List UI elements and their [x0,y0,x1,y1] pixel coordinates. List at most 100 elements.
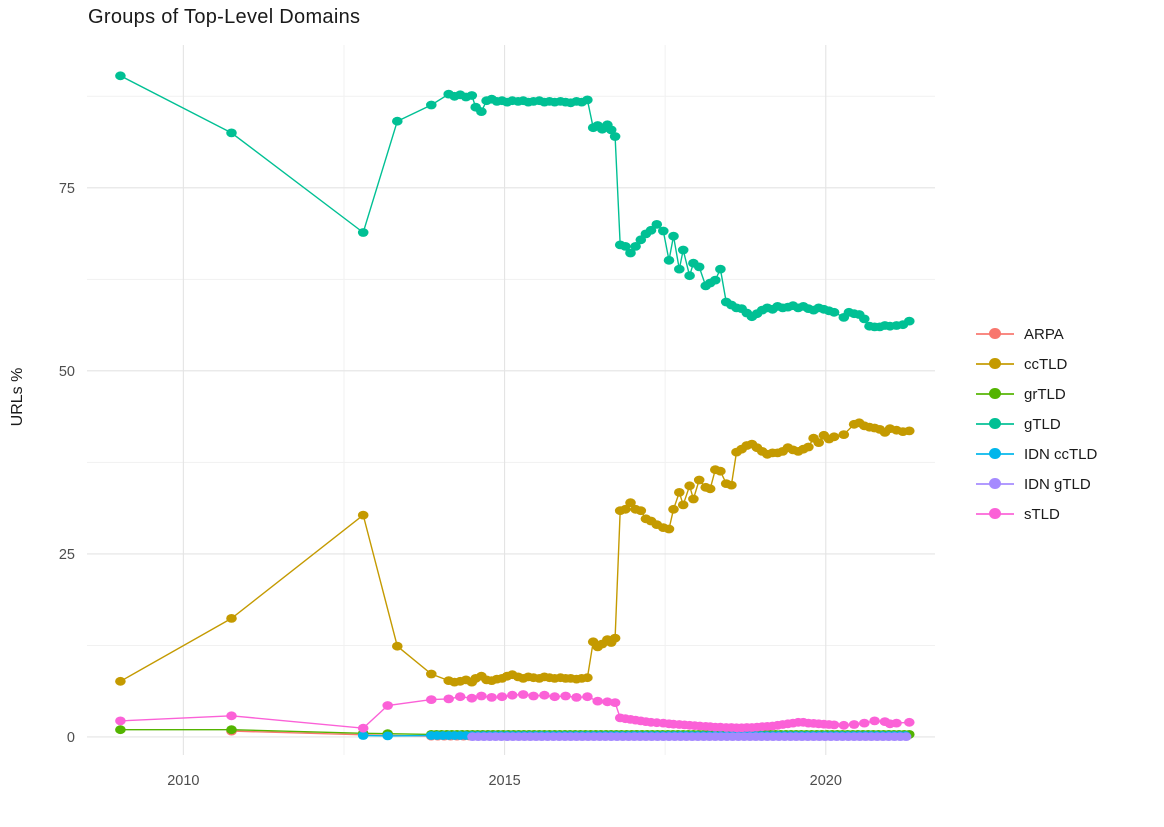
legend-dot-icon [989,328,1001,339]
series-point-cctld [838,430,850,439]
legend-dot-icon [989,418,1001,429]
legend-dot-icon [989,448,1001,459]
series-point-gtld [645,225,657,235]
series-point-stld [226,711,237,721]
series-point-idn-gtld [900,732,912,741]
series-point-stld [838,720,850,730]
series-point-stld [539,690,550,700]
series-point-grtld [226,725,237,735]
series-point-stld [549,692,560,702]
legend: ARPA ccTLD grTLD gTLD IDN ccTLD IDN gTLD sTLD [976,319,1097,529]
series-point-stld [466,693,478,703]
series-point-gtld [828,307,840,317]
legend-dot-icon [989,358,1001,369]
series-point-idn-cctld [357,731,369,740]
series-point-stld [891,718,902,728]
legend-label: IDN ccTLD [1024,445,1098,463]
x-tick-label: 2020 [810,773,842,789]
series-point-stld [592,696,603,706]
series-point-cctld [813,438,824,447]
legend-swatch-icon [976,447,1014,461]
series-point-stld [560,691,571,701]
legend-item-stld: sTLD [976,499,1097,529]
series-point-gtld [715,264,726,274]
y-tick-label: 0 [67,730,75,746]
x-tick-label: 2010 [167,773,199,789]
series-point-cctld [392,641,403,651]
series-point-gtld [357,228,369,237]
series-point-gtld [625,248,636,258]
series-point-stld [828,720,840,730]
legend-item-gtld: gTLD [976,409,1097,439]
series-point-gtld [663,255,675,265]
series-point-gtld [620,242,631,251]
series-point-gtld [668,231,679,241]
legend-swatch-icon [976,417,1014,431]
legend-label: gTLD [1024,415,1061,433]
series-point-cctld [704,484,716,494]
series-point-gtld [392,116,403,126]
series-point-gtld [605,125,617,135]
series-point-stld [496,692,508,702]
series-point-stld [382,701,394,710]
series-point-cctld [904,426,915,436]
chart-title: Groups of Top-Level Domains [88,6,361,28]
series-point-stld [476,691,487,701]
series-point-gtld [904,316,915,326]
series-point-gtld [582,95,593,105]
legend-item-arpa: ARPA [976,319,1097,349]
series-point-cctld [726,480,737,490]
series-point-gtld [609,132,621,141]
series-point-stld [426,695,437,704]
y-tick-label: 50 [59,364,75,380]
series-point-cctld [677,500,689,510]
series-point-cctld [828,432,840,442]
series-point-gtld [684,271,695,281]
series-point-stld [859,718,870,728]
series-point-cctld [803,442,814,452]
series-point-stld [848,720,860,729]
series-point-cctld [620,504,631,514]
series-point-gtld [677,245,689,255]
series-point-cctld [684,481,695,491]
y-tick-label: 75 [59,181,75,197]
series-point-stld [357,723,369,733]
x-tick-label: 2015 [488,773,520,789]
series-point-cctld [668,504,679,514]
series-point-cctld [715,466,726,476]
legend-dot-icon [989,478,1001,489]
series-point-stld [571,693,582,702]
legend-dot-icon [989,508,1001,519]
series-point-gtld [674,264,685,274]
series-point-stld [517,690,529,699]
series-point-cctld [674,488,685,497]
series-point-gtld [466,91,478,100]
series-point-gtld [710,275,721,285]
series-point-stld [507,690,518,700]
legend-swatch-icon [976,357,1014,371]
series-point-stld [904,717,915,727]
series-point-cctld [635,506,647,516]
legend-label: ccTLD [1024,355,1068,373]
series-point-idn-cctld [382,731,394,741]
legend-label: ARPA [1024,325,1064,343]
legend-item-idn-cctld: IDN ccTLD [976,439,1097,469]
legend-dot-icon [989,388,1001,399]
legend-item-grtld: grTLD [976,379,1097,409]
legend-swatch-icon [976,507,1014,521]
legend-item-idn-gtld: IDN gTLD [976,469,1097,499]
series-point-gtld [859,314,870,324]
series-point-cctld [357,510,369,520]
series-point-gtld [693,262,705,272]
series-point-gtld [226,128,237,138]
series-point-cctld [426,669,437,679]
series-point-gtld [426,100,437,110]
series-point-cctld [582,673,593,683]
series-line-cctld [120,422,910,683]
series-point-stld [454,692,466,702]
series-point-cctld [688,494,699,504]
series-point-stld [869,716,880,726]
legend-swatch-icon [976,327,1014,341]
